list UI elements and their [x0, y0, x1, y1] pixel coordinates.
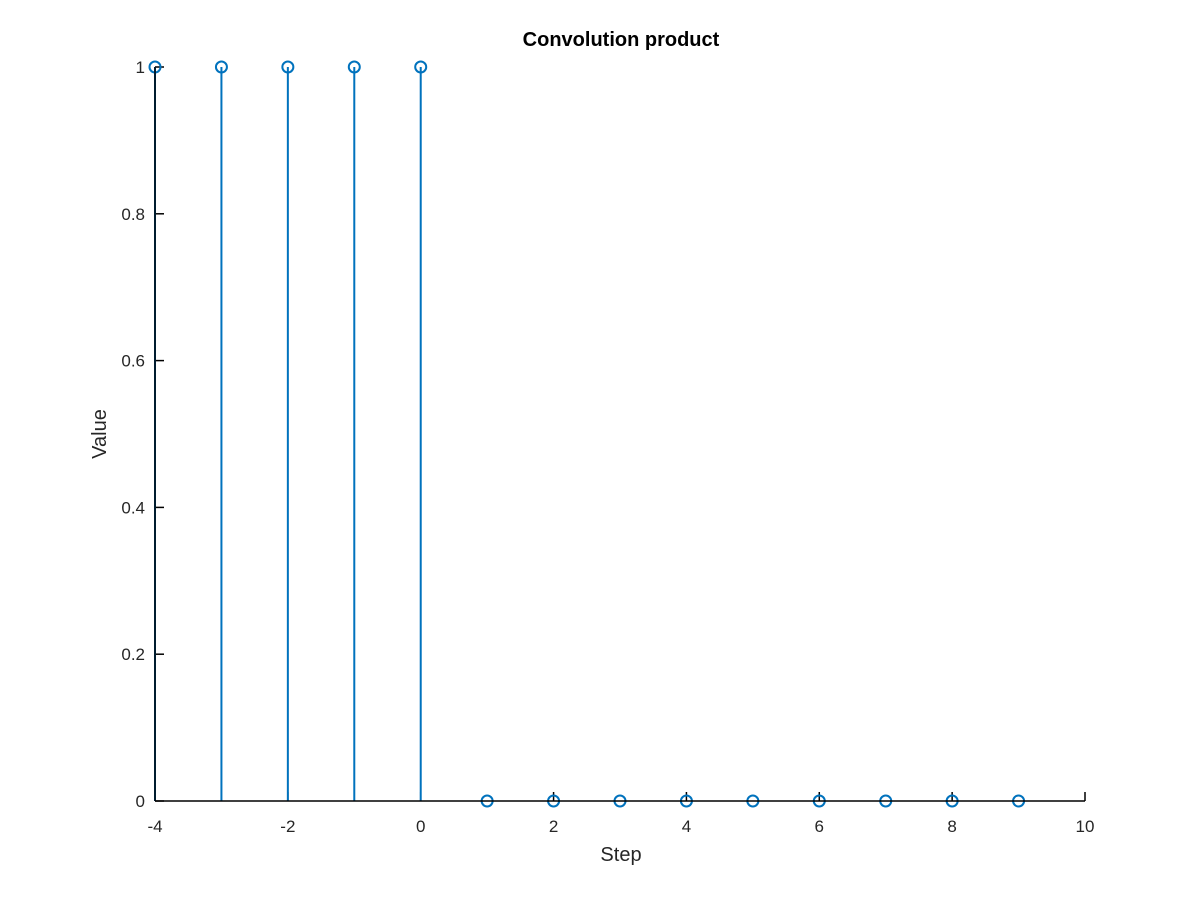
x-tick-label: -4 [147, 817, 162, 836]
y-tick-label: 1 [136, 58, 145, 77]
axes [154, 67, 1085, 802]
y-tick-label: 0.2 [121, 645, 145, 664]
stem-marker [281, 60, 295, 74]
y-tick-label: 0.8 [121, 205, 145, 224]
x-tick-label: 10 [1076, 817, 1095, 836]
x-axis-ticks: -4 -2 0 2 4 6 8 10 [147, 792, 1094, 836]
y-tick-label: 0.4 [121, 498, 145, 517]
x-tick-label: -2 [280, 817, 295, 836]
x-tick-label: 6 [815, 817, 824, 836]
x-tick-label: 4 [682, 817, 691, 836]
y-tick-label: 0.6 [121, 352, 145, 371]
x-axis-label: Step [600, 844, 641, 866]
y-axis-ticks: 0 0.2 0.4 0.6 0.8 1 [121, 58, 164, 811]
x-tick-label: 0 [416, 817, 425, 836]
chart-title: Convolution product [523, 29, 720, 51]
stem-marker [347, 60, 361, 74]
x-tick-label: 8 [947, 817, 956, 836]
stem-marker [214, 60, 228, 74]
stem-series [148, 60, 1026, 808]
stem-marker [414, 60, 428, 74]
y-tick-label: 0 [136, 792, 145, 811]
y-axis-label: Value [89, 409, 111, 459]
x-tick-label: 2 [549, 817, 558, 836]
